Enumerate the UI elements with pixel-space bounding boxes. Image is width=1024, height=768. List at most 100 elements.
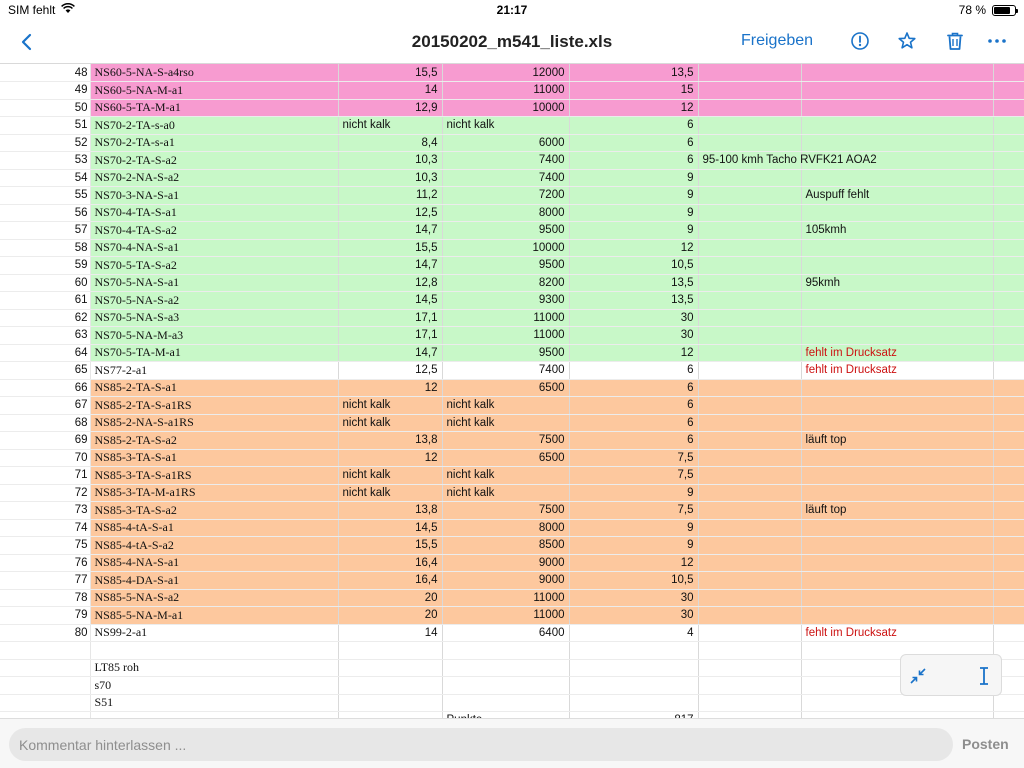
row-number[interactable]: 62 — [0, 309, 91, 327]
row-number[interactable]: 75 — [0, 536, 91, 555]
cell-name[interactable]: NS85-3-TA-S-a1 — [90, 449, 339, 467]
cell-name[interactable]: S51 — [90, 694, 339, 712]
cell-name[interactable]: NS85-4-DA-S-a1 — [90, 571, 339, 590]
table-cell[interactable]: 9500 — [442, 221, 570, 240]
row-number[interactable] — [0, 676, 91, 695]
table-cell[interactable] — [993, 169, 1024, 187]
table-cell[interactable]: 11000 — [442, 309, 570, 327]
table-cell[interactable]: 10,5 — [569, 571, 699, 590]
table-cell[interactable] — [698, 116, 802, 135]
table-cell[interactable] — [698, 431, 802, 450]
row-number[interactable]: 65 — [0, 361, 91, 380]
row-number[interactable]: 77 — [0, 571, 91, 590]
table-cell[interactable]: 12,5 — [338, 361, 443, 380]
table-cell[interactable]: fehlt im Drucksatz — [801, 361, 994, 380]
table-cell[interactable]: 12,8 — [338, 274, 443, 292]
table-cell[interactable] — [338, 711, 443, 718]
table-cell[interactable] — [801, 449, 994, 467]
table-cell[interactable] — [801, 606, 994, 625]
row-number[interactable]: 67 — [0, 396, 91, 415]
table-cell[interactable] — [993, 116, 1024, 135]
cell-name[interactable]: NS70-5-NA-S-a3 — [90, 309, 339, 327]
cell-name[interactable]: NS70-4-NA-S-a1 — [90, 239, 339, 257]
table-cell[interactable]: 30 — [569, 589, 699, 607]
row-number[interactable]: 70 — [0, 449, 91, 467]
table-cell[interactable]: 9 — [569, 536, 699, 555]
table-cell[interactable] — [801, 309, 994, 327]
cell-name[interactable]: NS60-5-NA-M-a1 — [90, 81, 339, 100]
table-cell[interactable]: 6 — [569, 396, 699, 415]
table-cell[interactable]: 13,5 — [569, 291, 699, 310]
table-cell[interactable] — [698, 711, 802, 718]
table-cell[interactable]: 12 — [569, 554, 699, 572]
table-cell[interactable] — [698, 309, 802, 327]
cell-name[interactable]: NS70-5-NA-S-a2 — [90, 291, 339, 310]
table-cell[interactable] — [698, 519, 802, 537]
table-cell[interactable] — [801, 204, 994, 222]
cell-name[interactable]: NS70-5-NA-S-a1 — [90, 274, 339, 292]
table-cell[interactable] — [993, 589, 1024, 607]
table-cell[interactable]: 11000 — [442, 606, 570, 625]
cell-name[interactable]: NS85-3-TA-M-a1RS — [90, 484, 339, 502]
table-cell[interactable] — [801, 414, 994, 432]
table-cell[interactable]: 7,5 — [569, 449, 699, 467]
table-cell[interactable] — [801, 379, 994, 397]
cell-name[interactable]: NS85-2-NA-S-a1RS — [90, 414, 339, 432]
table-cell[interactable] — [993, 536, 1024, 555]
table-cell[interactable]: 9500 — [442, 256, 570, 275]
back-chevron-icon[interactable] — [14, 29, 40, 55]
table-cell[interactable] — [993, 414, 1024, 432]
table-cell[interactable] — [698, 344, 802, 362]
table-cell[interactable]: 15,5 — [338, 64, 443, 82]
table-cell[interactable] — [442, 694, 570, 712]
table-cell[interactable]: 9 — [569, 519, 699, 537]
table-cell[interactable]: 8000 — [442, 519, 570, 537]
table-cell[interactable]: 6 — [569, 361, 699, 380]
table-cell[interactable] — [698, 204, 802, 222]
table-cell[interactable]: nicht kalk — [442, 484, 570, 502]
table-cell[interactable]: 6 — [569, 151, 699, 170]
cell-name[interactable]: NS85-5-NA-S-a2 — [90, 589, 339, 607]
cell-name[interactable]: s70 — [90, 676, 339, 695]
table-cell[interactable]: 7,5 — [569, 501, 699, 520]
table-cell[interactable]: 13,5 — [569, 64, 699, 82]
row-number[interactable]: 74 — [0, 519, 91, 537]
table-cell[interactable]: nicht kalk — [442, 396, 570, 415]
row-number[interactable]: 66 — [0, 379, 91, 397]
table-cell[interactable] — [993, 431, 1024, 450]
table-cell[interactable] — [698, 361, 802, 380]
row-number[interactable]: 53 — [0, 151, 91, 170]
table-cell[interactable] — [698, 571, 802, 590]
table-cell[interactable]: 12 — [338, 449, 443, 467]
share-button[interactable]: Freigeben — [741, 32, 814, 49]
table-cell[interactable] — [801, 151, 994, 170]
cell-name[interactable] — [90, 641, 339, 660]
table-cell[interactable]: 9000 — [442, 571, 570, 590]
cell-name[interactable]: NS70-5-TA-S-a2 — [90, 256, 339, 275]
row-number[interactable]: 72 — [0, 484, 91, 502]
table-cell[interactable]: 12 — [569, 99, 699, 117]
table-cell[interactable] — [698, 274, 802, 292]
table-cell[interactable]: 16,4 — [338, 571, 443, 590]
table-cell[interactable]: 7500 — [442, 501, 570, 520]
cell-name[interactable]: NS85-3-TA-S-a2 — [90, 501, 339, 520]
table-cell[interactable] — [993, 379, 1024, 397]
table-cell[interactable]: 105kmh — [801, 221, 994, 240]
table-cell[interactable] — [698, 414, 802, 432]
table-cell[interactable] — [801, 134, 994, 152]
cell-name[interactable]: LT85 roh — [90, 659, 339, 677]
row-number[interactable]: 63 — [0, 326, 91, 345]
table-cell[interactable]: 17,1 — [338, 326, 443, 345]
table-cell[interactable] — [993, 151, 1024, 170]
table-cell[interactable] — [801, 396, 994, 415]
table-cell[interactable]: 6500 — [442, 379, 570, 397]
post-button[interactable]: Posten — [962, 736, 1009, 752]
table-cell[interactable] — [338, 694, 443, 712]
table-cell[interactable]: 8500 — [442, 536, 570, 555]
cell-name[interactable]: NS70-5-NA-M-a3 — [90, 326, 339, 345]
table-cell[interactable]: Punkte — [442, 711, 570, 718]
table-cell[interactable]: fehlt im Drucksatz — [801, 344, 994, 362]
table-cell[interactable]: 10,3 — [338, 169, 443, 187]
table-cell[interactable]: nicht kalk — [442, 414, 570, 432]
table-cell[interactable] — [993, 326, 1024, 345]
